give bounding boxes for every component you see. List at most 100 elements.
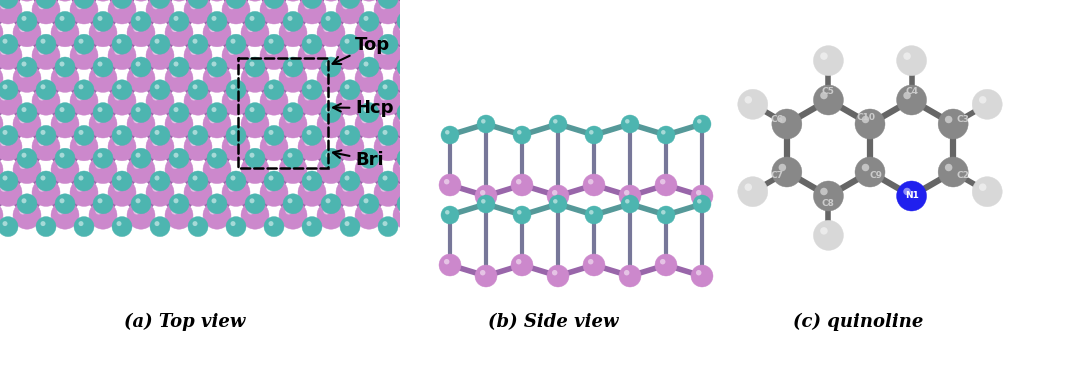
Circle shape — [112, 126, 132, 145]
Circle shape — [211, 107, 216, 112]
Circle shape — [697, 199, 702, 204]
Circle shape — [589, 130, 593, 135]
Circle shape — [228, 48, 236, 55]
Circle shape — [283, 11, 303, 32]
Circle shape — [188, 0, 208, 8]
Circle shape — [2, 221, 7, 226]
Circle shape — [361, 25, 368, 32]
Circle shape — [0, 0, 18, 8]
Circle shape — [621, 115, 639, 133]
Circle shape — [397, 194, 417, 214]
Circle shape — [340, 171, 360, 191]
Circle shape — [21, 153, 27, 158]
Circle shape — [171, 207, 178, 214]
Circle shape — [74, 217, 94, 237]
Circle shape — [374, 0, 402, 24]
Circle shape — [174, 198, 179, 203]
Circle shape — [127, 19, 155, 47]
Circle shape — [131, 103, 151, 123]
Circle shape — [55, 148, 75, 168]
Circle shape — [343, 2, 349, 9]
Circle shape — [304, 48, 312, 55]
Circle shape — [691, 265, 713, 287]
Circle shape — [380, 139, 388, 146]
Circle shape — [211, 198, 216, 203]
Circle shape — [260, 87, 288, 115]
Circle shape — [441, 206, 459, 224]
Circle shape — [0, 217, 18, 237]
Circle shape — [661, 130, 665, 135]
Circle shape — [480, 190, 485, 196]
Circle shape — [343, 48, 349, 55]
Circle shape — [112, 0, 132, 8]
Circle shape — [345, 221, 349, 226]
Circle shape — [979, 184, 986, 191]
Circle shape — [191, 48, 197, 55]
Circle shape — [174, 153, 179, 158]
Circle shape — [146, 133, 174, 161]
Circle shape — [399, 25, 406, 32]
Circle shape — [267, 94, 273, 101]
Circle shape — [393, 201, 421, 229]
Circle shape — [374, 87, 402, 115]
Circle shape — [280, 19, 307, 47]
Circle shape — [133, 116, 140, 123]
Circle shape — [250, 153, 255, 158]
Circle shape — [226, 171, 246, 191]
Circle shape — [165, 0, 193, 1]
Circle shape — [115, 2, 121, 9]
Circle shape — [317, 19, 345, 47]
Circle shape — [93, 103, 114, 123]
Circle shape — [230, 130, 236, 135]
Circle shape — [302, 217, 322, 237]
Circle shape — [323, 71, 330, 78]
Circle shape — [283, 103, 303, 123]
Circle shape — [0, 201, 3, 229]
Circle shape — [441, 126, 459, 144]
Circle shape — [222, 41, 250, 70]
Circle shape — [127, 64, 155, 92]
Circle shape — [820, 227, 828, 235]
Circle shape — [516, 179, 522, 185]
Circle shape — [32, 178, 60, 206]
Circle shape — [553, 199, 558, 204]
Circle shape — [402, 107, 407, 112]
Circle shape — [207, 148, 227, 168]
Text: C2: C2 — [956, 171, 969, 181]
Circle shape — [589, 210, 593, 215]
Circle shape — [13, 64, 41, 92]
Circle shape — [32, 133, 60, 161]
Circle shape — [625, 119, 630, 124]
Circle shape — [203, 19, 231, 47]
Circle shape — [397, 148, 417, 168]
Circle shape — [127, 201, 155, 229]
Circle shape — [2, 130, 7, 135]
Circle shape — [131, 148, 151, 168]
Circle shape — [340, 80, 360, 100]
Circle shape — [772, 157, 802, 187]
Circle shape — [245, 148, 265, 168]
Circle shape — [696, 270, 702, 276]
Circle shape — [150, 217, 170, 237]
Circle shape — [188, 171, 208, 191]
Circle shape — [184, 178, 212, 206]
Circle shape — [241, 0, 269, 1]
Circle shape — [70, 133, 99, 161]
Bar — [0, 278, 461, 338]
Circle shape — [345, 84, 349, 89]
Circle shape — [287, 107, 292, 112]
Circle shape — [343, 139, 349, 146]
Circle shape — [317, 64, 345, 92]
Circle shape — [228, 185, 236, 192]
Circle shape — [444, 259, 450, 265]
Circle shape — [108, 178, 136, 206]
Circle shape — [78, 221, 84, 226]
Circle shape — [39, 48, 45, 55]
Circle shape — [76, 94, 84, 101]
Circle shape — [814, 46, 844, 76]
Circle shape — [285, 71, 292, 78]
Circle shape — [363, 16, 368, 21]
Circle shape — [150, 0, 170, 8]
Circle shape — [481, 119, 485, 124]
Circle shape — [397, 11, 417, 32]
